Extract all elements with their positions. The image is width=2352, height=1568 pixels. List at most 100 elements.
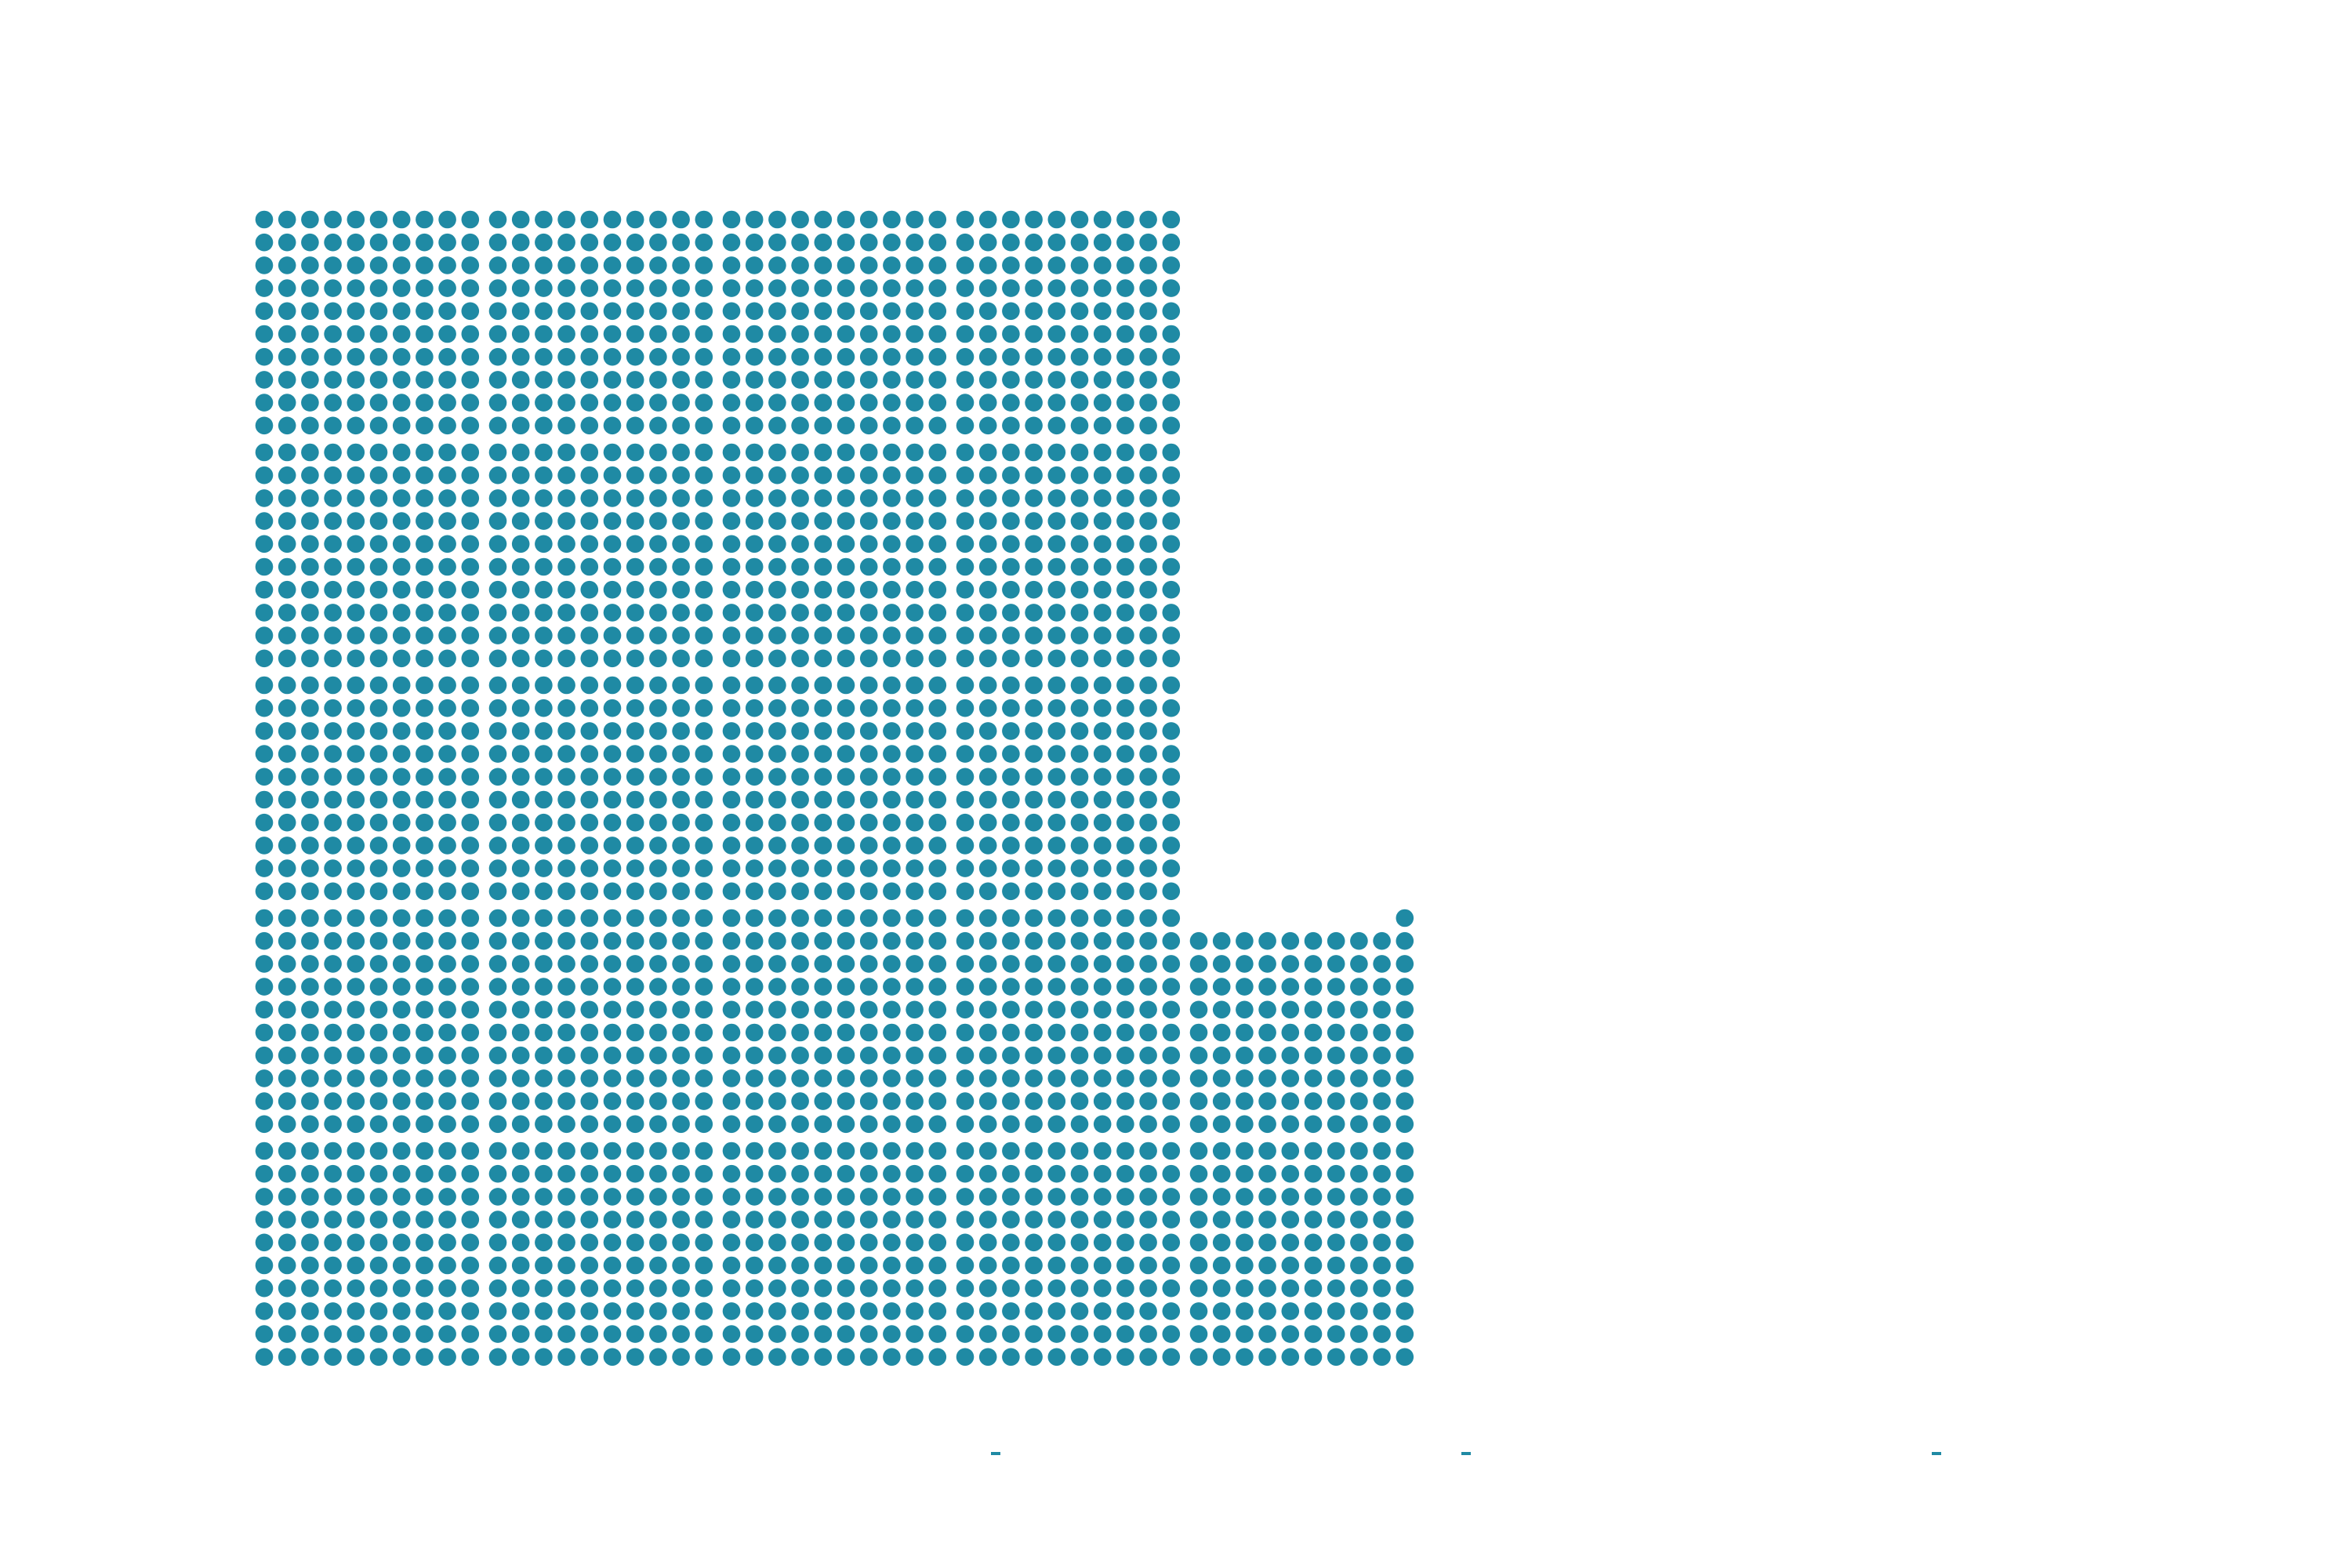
- waffle-dot: [1002, 699, 1020, 717]
- waffle-dot: [1396, 1210, 1414, 1229]
- waffle-dot: [859, 626, 878, 644]
- waffle-dot: [255, 1164, 274, 1183]
- waffle-dot: [791, 1233, 809, 1252]
- waffle-dot: [906, 1023, 924, 1042]
- waffle-dot: [1212, 1348, 1231, 1367]
- waffle-dot: [1139, 1188, 1157, 1206]
- waffle-dot: [906, 1233, 924, 1252]
- waffle-dot: [416, 557, 434, 576]
- waffle-dot: [324, 1348, 342, 1367]
- waffle-dot: [278, 699, 296, 717]
- waffle-dot: [1047, 466, 1066, 485]
- waffle-dot: [1139, 1164, 1157, 1183]
- waffle-dot: [1327, 1142, 1345, 1160]
- waffle-dot: [1002, 978, 1020, 996]
- waffle-dot: [928, 1348, 947, 1367]
- waffle-dot: [956, 745, 975, 763]
- waffle-dot: [906, 837, 924, 855]
- waffle-dot: [1162, 1142, 1181, 1160]
- waffle-dot: [1281, 1279, 1300, 1298]
- waffle-dot: [603, 837, 622, 855]
- waffle-dot: [603, 768, 622, 786]
- waffle-dot: [347, 909, 365, 927]
- waffle-dot: [1139, 1046, 1157, 1065]
- waffle-dot: [603, 512, 622, 530]
- waffle-dot: [978, 745, 997, 763]
- waffle-dot: [768, 233, 786, 252]
- waffle-dot: [768, 931, 786, 950]
- waffle-dot: [1116, 813, 1134, 832]
- waffle-dot: [745, 1348, 764, 1367]
- waffle-dot: [392, 909, 411, 927]
- waffle-dot: [1002, 535, 1020, 554]
- waffle-dot: [883, 931, 901, 950]
- waffle-dot: [1373, 1023, 1391, 1042]
- waffle-dot: [791, 466, 809, 485]
- waffle-dot: [535, 210, 553, 229]
- waffle-dot: [488, 768, 507, 786]
- waffle-dot: [557, 931, 575, 950]
- waffle-dot: [488, 931, 507, 950]
- waffle-dot: [768, 813, 786, 832]
- waffle-dot: [557, 512, 575, 530]
- waffle-dot: [814, 676, 833, 695]
- waffle-dot: [1116, 1023, 1134, 1042]
- waffle-dot: [580, 649, 599, 668]
- waffle-dot: [837, 489, 855, 507]
- waffle-dot: [1093, 279, 1112, 297]
- waffle-dot: [1002, 1188, 1020, 1206]
- waffle-dot: [488, 859, 507, 877]
- waffle-dot: [438, 722, 456, 740]
- waffle-dot: [672, 210, 690, 229]
- waffle-dot: [768, 1302, 786, 1320]
- waffle-dot: [1002, 394, 1020, 412]
- waffle-dot: [603, 443, 622, 462]
- waffle-dot: [1002, 512, 1020, 530]
- waffle-dot: [626, 909, 644, 927]
- waffle-dot: [722, 1279, 741, 1298]
- waffle-dot: [649, 1115, 667, 1134]
- waffle-dot: [278, 416, 296, 435]
- waffle-dot: [672, 626, 690, 644]
- waffle-dot: [324, 1115, 342, 1134]
- waffle-dot: [928, 580, 947, 599]
- waffle-dot: [255, 790, 274, 809]
- waffle-dot: [1025, 466, 1043, 485]
- waffle-dot: [438, 813, 456, 832]
- waffle-dot: [1139, 1302, 1157, 1320]
- waffle-dot: [580, 1233, 599, 1252]
- waffle-dot: [255, 1115, 274, 1134]
- waffle-dot: [791, 1000, 809, 1019]
- waffle-dot: [488, 882, 507, 901]
- waffle-dot: [791, 489, 809, 507]
- waffle-dot: [1162, 416, 1181, 435]
- waffle-dot: [1047, 1279, 1066, 1298]
- waffle-dot: [859, 535, 878, 554]
- waffle-dot: [488, 1256, 507, 1275]
- waffle-dot: [557, 978, 575, 996]
- waffle-dot: [1236, 1069, 1254, 1087]
- waffle-dot: [1047, 512, 1066, 530]
- waffle-dot: [956, 1279, 975, 1298]
- waffle-dot: [745, 466, 764, 485]
- waffle-dot: [255, 1092, 274, 1110]
- waffle-dot: [461, 1092, 480, 1110]
- waffle-dot: [535, 745, 553, 763]
- waffle-dot: [906, 371, 924, 389]
- waffle-dot: [1162, 649, 1181, 668]
- waffle-dot: [1236, 1279, 1254, 1298]
- waffle-dot: [672, 302, 690, 321]
- waffle-dot: [1002, 371, 1020, 389]
- waffle-dot: [1258, 931, 1276, 950]
- waffle-dot: [745, 1210, 764, 1229]
- waffle-dot: [672, 325, 690, 343]
- waffle-dot: [814, 416, 833, 435]
- waffle-dot: [255, 837, 274, 855]
- waffle-dot: [745, 790, 764, 809]
- waffle-dot: [369, 909, 388, 927]
- waffle-dot: [416, 535, 434, 554]
- waffle-dot: [1327, 931, 1345, 950]
- waffle-dot: [1212, 955, 1231, 973]
- waffle-dot: [347, 347, 365, 366]
- waffle-dot: [906, 955, 924, 973]
